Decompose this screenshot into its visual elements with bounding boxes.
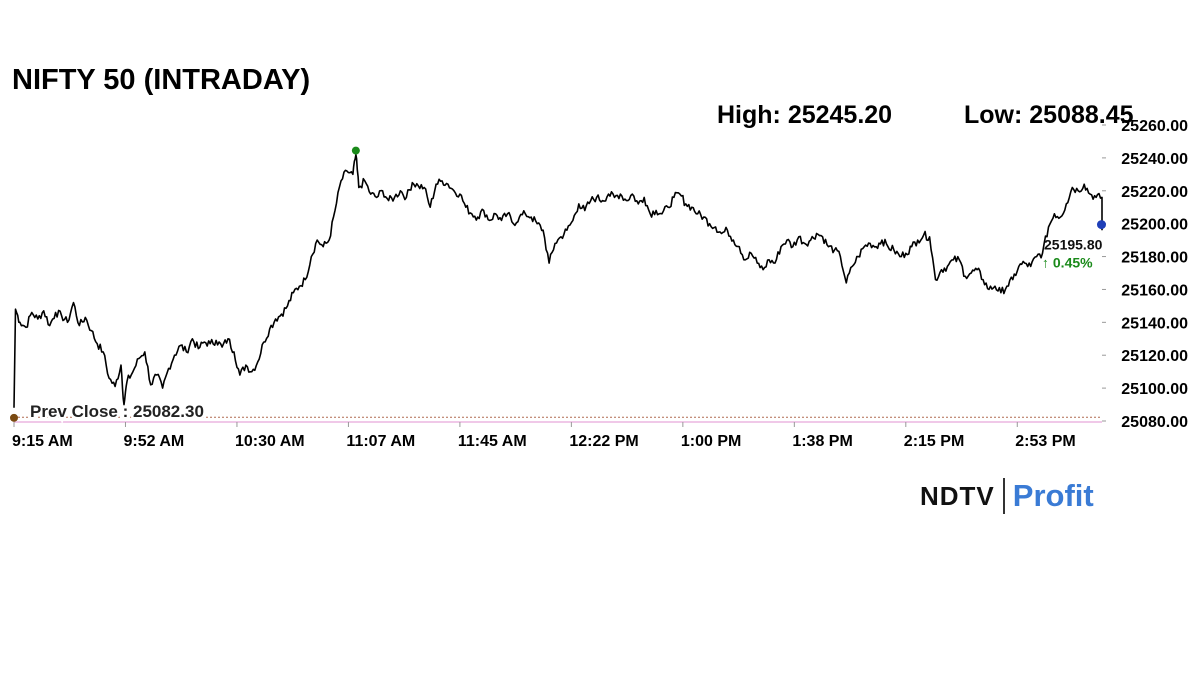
x-tick-label: 10:30 AM: [235, 433, 305, 450]
series-line: [13, 153, 1103, 408]
high-marker: [351, 146, 360, 155]
last-value-label: 25195.80: [1044, 237, 1103, 253]
x-tick-label: 9:52 AM: [123, 433, 184, 450]
y-tick-label: 25200.00: [1121, 217, 1188, 234]
chart-title: NIFTY 50 (INTRADAY): [12, 64, 311, 96]
high-stat: High: 25245.20: [717, 101, 893, 129]
y-tick-label: 25260.00: [1121, 118, 1188, 135]
x-tick-label: 2:15 PM: [904, 433, 964, 450]
y-tick-label: 25160.00: [1121, 282, 1188, 299]
y-tick-label: 25140.00: [1121, 315, 1188, 332]
y-tick-label: 25180.00: [1121, 250, 1188, 267]
prev-close-label: Prev Close : 25082.30: [30, 402, 204, 421]
y-tick-label: 25220.00: [1121, 184, 1188, 201]
x-tick-label: 12:22 PM: [569, 433, 638, 450]
y-axis: 25080.00 25100.00 25120.00 25140.00 25160.00…: [1102, 118, 1188, 431]
x-tick-label: 2:53 PM: [1015, 433, 1075, 450]
low-stat: Low: 25088.45: [964, 101, 1134, 129]
x-tick-label: 1:38 PM: [792, 433, 852, 450]
logo-profit-text: Profit: [1012, 478, 1094, 513]
last-marker: [1097, 220, 1106, 230]
last-change-label: ↑ 0.45%: [1042, 255, 1093, 271]
y-tick-label: 25120.00: [1121, 348, 1188, 365]
x-tick-label: 11:07 AM: [346, 433, 415, 450]
logo-ndtv-text: NDTV: [920, 480, 995, 511]
y-tick-label: 25240.00: [1121, 151, 1188, 168]
open-marker: [10, 413, 18, 422]
ndtv-profit-logo: NDTV Profit: [920, 476, 1094, 516]
logo-divider: [1002, 478, 1005, 514]
x-tick-label: 11:45 AM: [458, 433, 527, 450]
x-axis: 9:15 AM 9:52 AM 10:30 AM 11:07 AM 11:45 AM 12…: [12, 421, 1102, 450]
y-tick-label: 25100.00: [1121, 381, 1188, 398]
x-tick-label: 1:00 PM: [681, 433, 741, 450]
x-tick-label: 9:15 AM: [12, 433, 73, 450]
y-tick-label: 25080.00: [1121, 414, 1188, 431]
